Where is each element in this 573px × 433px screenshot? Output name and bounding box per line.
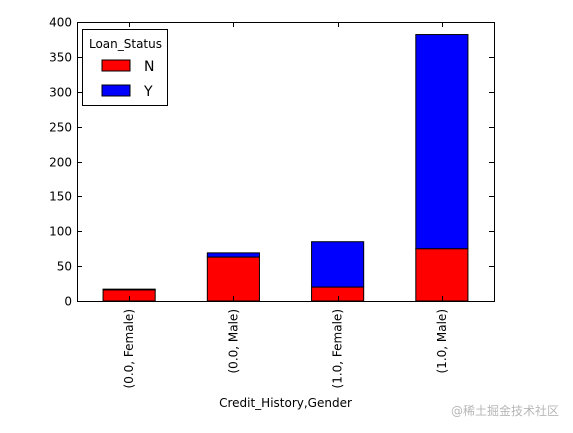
x-tick-label: (1.0, Male) <box>435 309 449 374</box>
y-tick-label: 200 <box>49 156 72 170</box>
x-tick-label: (1.0, Female) <box>331 309 345 388</box>
legend-title: Loan_Status <box>89 37 162 51</box>
x-axis-ticks: (0.0, Female) (0.0, Male) (1.0, Female) (1.… <box>122 22 449 388</box>
x-tick-label: (0.0, Male) <box>226 309 240 374</box>
bar-y-0 <box>102 288 156 291</box>
x-tick-label: (0.0, Female) <box>122 309 136 388</box>
bar-n-3 <box>415 248 469 302</box>
bars-group <box>102 34 469 302</box>
legend-label-y: Y <box>143 84 153 100</box>
bar-y-2 <box>311 241 365 288</box>
y-tick-label: 100 <box>49 225 72 239</box>
bar-y-1 <box>206 252 260 258</box>
legend-label-n: N <box>144 59 154 75</box>
bar-n-2 <box>311 286 365 302</box>
y-tick-label: 400 <box>49 16 72 30</box>
plot-area-frame <box>77 22 495 302</box>
y-axis-ticks: 0 50 100 150 200 250 300 350 400 <box>49 16 494 309</box>
legend: Loan_Status NY <box>82 29 168 106</box>
legend-items: NY <box>101 59 154 100</box>
y-tick-label: 0 <box>64 295 72 309</box>
y-tick-label: 150 <box>49 190 72 204</box>
legend-swatch-y <box>101 84 131 97</box>
y-tick-label: 300 <box>49 86 72 100</box>
bar-y-3 <box>415 34 469 250</box>
y-tick-label: 250 <box>49 121 72 135</box>
x-axis-label: Credit_History,Gender <box>219 396 352 410</box>
y-tick-label: 350 <box>49 51 72 65</box>
legend-swatch-n <box>101 59 131 72</box>
watermark: @稀土掘金技术社区 <box>450 404 559 418</box>
bar-n-1 <box>206 256 260 302</box>
y-tick-label: 50 <box>57 260 72 274</box>
